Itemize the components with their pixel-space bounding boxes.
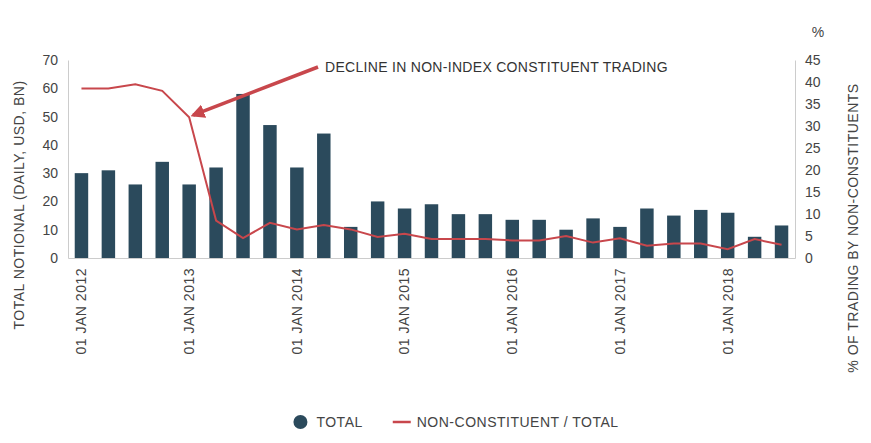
chart: 0 10 20 30 40 50 60 70 0 5 10 15 20 25 30 35 40 45 01 JAN … (0, 0, 871, 443)
bar (452, 214, 465, 258)
bar (156, 162, 169, 258)
y2-tick-label: 15 (805, 184, 821, 200)
y-tick: 0 (50, 250, 68, 266)
line (81, 84, 781, 249)
y2-tick-label: 45 (805, 52, 821, 68)
x-tick-label: 01 JAN 2015 (396, 268, 412, 354)
bar (317, 134, 330, 258)
x-tick-label: 01 JAN 2012 (73, 268, 89, 354)
bar (102, 170, 115, 258)
y-tick-label: 40 (42, 137, 58, 153)
annotation-arrow (193, 67, 318, 115)
annotation: DECLINE IN NON-INDEX CONSTITUENT TRADING (325, 59, 668, 75)
y2-tick: 10 (795, 206, 821, 222)
y-tick-label: 30 (42, 165, 58, 181)
bar (559, 230, 572, 258)
x-tick: 01 JAN 2017 (612, 258, 628, 354)
y2-tick-label: 25 (805, 140, 821, 156)
y2-tick: 20 (795, 162, 821, 178)
bar (290, 167, 303, 258)
y2-tick-label: 35 (805, 96, 821, 112)
x-tick-label: 01 JAN 2018 (720, 268, 736, 354)
bar (775, 225, 788, 258)
bar (263, 125, 276, 258)
y2-tick: 5 (795, 228, 813, 244)
bar (371, 201, 384, 258)
y2-unit: % (812, 24, 824, 40)
x-axis-line (69, 258, 796, 259)
bar (667, 216, 680, 258)
y-tick: 40 (42, 137, 68, 153)
bar (425, 204, 438, 258)
y-tick-label: 50 (42, 109, 58, 125)
y2-tick: 45 (795, 52, 821, 68)
bar (479, 214, 492, 258)
y2-tick-label: 0 (805, 250, 813, 266)
legend-label: NON-CONSTITUENT / TOTAL (417, 414, 619, 430)
y2-axis-line (795, 61, 796, 259)
bar (694, 210, 707, 258)
y-tick: 70 (42, 52, 68, 68)
x-axis: 01 JAN 2012 01 JAN 2013 01 JAN 2014 01 JAN … (69, 258, 796, 354)
legend-item: TOTAL (293, 414, 362, 430)
y-axis-title: TOTAL NOTIONAL (DAILY, USD, BN) (11, 80, 27, 329)
x-tick: 01 JAN 2012 (73, 258, 89, 354)
y-tick: 20 (42, 193, 68, 209)
legend-item: NON-CONSTITUENT / TOTAL (393, 414, 619, 430)
bar (75, 173, 88, 258)
y-axis: 0 10 20 30 40 50 60 70 (42, 52, 68, 266)
y-tick-label: 0 (50, 250, 58, 266)
y-tick: 30 (42, 165, 68, 181)
x-tick-label: 01 JAN 2014 (289, 268, 305, 354)
legend-label: TOTAL (316, 414, 362, 430)
y-tick: 50 (42, 109, 68, 125)
bar (640, 209, 653, 259)
y2-tick: 25 (795, 140, 821, 156)
x-tick: 01 JAN 2015 (396, 258, 412, 354)
bar (613, 227, 626, 258)
bar (586, 218, 599, 258)
x-tick-label: 01 JAN 2016 (504, 268, 520, 354)
y-tick-label: 60 (42, 80, 58, 96)
bar (506, 220, 519, 258)
bar (182, 184, 195, 258)
y2-axis-title: % OF TRADING BY NON-CONSTITUENTS (845, 83, 861, 372)
legend: TOTAL NON-CONSTITUENT / TOTAL (293, 414, 618, 430)
y2-tick-label: 30 (805, 118, 821, 134)
bar (236, 94, 249, 258)
x-tick-label: 01 JAN 2013 (181, 268, 197, 354)
x-tick: 01 JAN 2016 (504, 258, 520, 354)
y-tick-label: 20 (42, 193, 58, 209)
y-axis-line (68, 61, 69, 259)
y-tick: 10 (42, 222, 68, 238)
x-tick: 01 JAN 2018 (720, 258, 736, 354)
plot-area (75, 84, 789, 258)
y2-tick: 35 (795, 96, 821, 112)
legend-swatch (393, 421, 411, 424)
y2-tick-label: 20 (805, 162, 821, 178)
bar (209, 167, 222, 258)
y-tick-label: 10 (42, 222, 58, 238)
x-tick: 01 JAN 2014 (289, 258, 305, 354)
y-tick-label: 70 (42, 52, 58, 68)
bar-series (75, 94, 789, 258)
y2-tick: 15 (795, 184, 821, 200)
bar (721, 213, 734, 258)
y2-tick: 0 (795, 250, 813, 266)
x-tick: 01 JAN 2013 (181, 258, 197, 354)
x-tick-label: 01 JAN 2017 (612, 268, 628, 354)
y2-axis: 0 5 10 15 20 25 30 35 40 45 (795, 52, 821, 266)
y2-tick-label: 5 (805, 228, 813, 244)
y2-tick-label: 10 (805, 206, 821, 222)
bar (129, 184, 142, 258)
legend-swatch (293, 415, 307, 429)
y-tick: 60 (42, 80, 68, 96)
y2-tick-label: 40 (805, 74, 821, 90)
y2-tick: 40 (795, 74, 821, 90)
y2-tick: 30 (795, 118, 821, 134)
